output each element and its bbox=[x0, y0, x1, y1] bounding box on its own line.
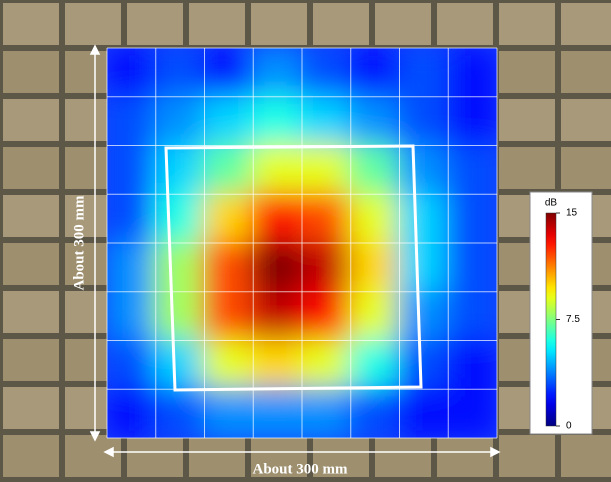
heat-cell bbox=[300, 144, 353, 197]
heat-cell bbox=[300, 46, 353, 99]
heat-cell bbox=[300, 95, 353, 148]
heat-cell bbox=[446, 95, 499, 148]
heat-cell bbox=[203, 241, 256, 294]
heat-cell bbox=[398, 192, 451, 245]
heat-cell bbox=[154, 46, 207, 99]
heat-cell bbox=[154, 387, 207, 440]
heat-cell bbox=[349, 241, 402, 294]
heat-cell bbox=[398, 144, 451, 197]
heat-cell bbox=[251, 192, 304, 245]
heat-cell bbox=[105, 290, 158, 343]
heat-cell bbox=[446, 290, 499, 343]
heat-cell bbox=[203, 144, 256, 197]
heat-cell bbox=[105, 46, 158, 99]
colorbar-tick-label: 15 bbox=[566, 208, 578, 219]
heat-cell bbox=[398, 46, 451, 99]
heat-cell bbox=[446, 144, 499, 197]
heat-cell bbox=[349, 290, 402, 343]
heat-cell bbox=[154, 95, 207, 148]
heat-cell bbox=[398, 241, 451, 294]
heat-cell bbox=[349, 387, 402, 440]
heat-cell bbox=[203, 95, 256, 148]
heat-cell bbox=[203, 339, 256, 392]
heat-cell bbox=[154, 290, 207, 343]
heat-cell bbox=[446, 192, 499, 245]
colorbar-tick-label: 7.5 bbox=[566, 314, 580, 325]
heat-cell bbox=[154, 339, 207, 392]
colorbar bbox=[546, 213, 556, 426]
heat-cell bbox=[105, 387, 158, 440]
chart: About 300 mm About 300 mm dB 0 7.5 15 bbox=[0, 0, 611, 482]
heat-cell bbox=[105, 95, 158, 148]
heat-cell bbox=[251, 387, 304, 440]
heat-cell bbox=[349, 46, 402, 99]
heat-cell bbox=[398, 387, 451, 440]
heat-cell bbox=[105, 241, 158, 294]
heat-cell bbox=[203, 290, 256, 343]
heat-cell bbox=[300, 241, 353, 294]
heat-cell bbox=[251, 144, 304, 197]
colorbar-panel bbox=[530, 192, 592, 434]
heat-cell bbox=[349, 144, 402, 197]
heat-cell bbox=[398, 290, 451, 343]
colorbar-tick-label: 0 bbox=[566, 421, 572, 432]
heat-cell bbox=[105, 144, 158, 197]
heat-cell bbox=[349, 95, 402, 148]
heat-cell bbox=[398, 339, 451, 392]
heat-cell bbox=[203, 192, 256, 245]
heat-cell bbox=[300, 387, 353, 440]
heat-cell bbox=[349, 339, 402, 392]
heat-cell bbox=[154, 192, 207, 245]
heat-cell bbox=[251, 290, 304, 343]
heat-cell bbox=[446, 241, 499, 294]
heat-cell bbox=[446, 339, 499, 392]
heat-cell bbox=[251, 46, 304, 99]
heat-cell bbox=[251, 95, 304, 148]
heat-cell bbox=[300, 290, 353, 343]
heat-cell bbox=[154, 144, 207, 197]
heat-cell bbox=[203, 387, 256, 440]
heat-cell bbox=[349, 192, 402, 245]
heat-cell bbox=[105, 192, 158, 245]
heat-cell bbox=[105, 339, 158, 392]
heat-cell bbox=[251, 339, 304, 392]
heat-cell bbox=[398, 95, 451, 148]
heat-cell bbox=[300, 192, 353, 245]
heat-cell bbox=[446, 387, 499, 440]
heat-cell bbox=[251, 241, 304, 294]
colorbar-label: dB bbox=[545, 198, 558, 209]
x-label: About 300 mm bbox=[252, 461, 348, 477]
heat-cell bbox=[203, 46, 256, 99]
heat-cell bbox=[300, 339, 353, 392]
heat-cell bbox=[446, 46, 499, 99]
y-label: About 300 mm bbox=[71, 195, 87, 291]
heat-cell bbox=[154, 241, 207, 294]
